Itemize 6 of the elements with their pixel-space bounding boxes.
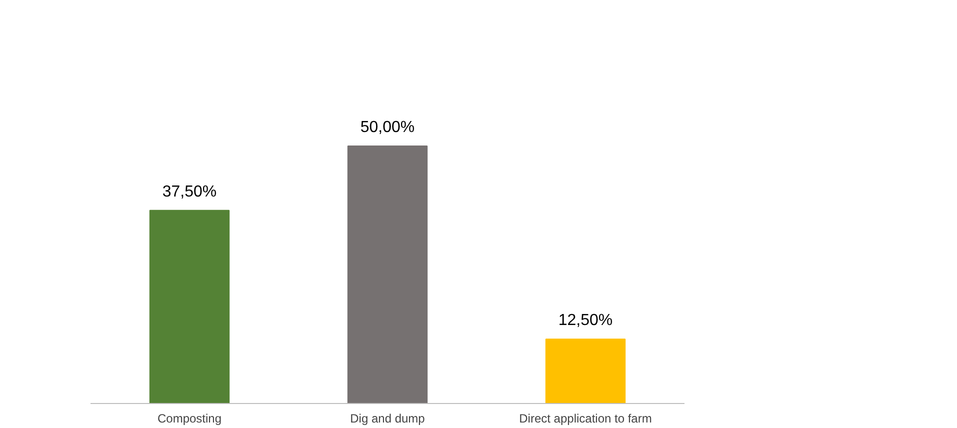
x-tick-label: Composting — [157, 412, 222, 426]
data-label: 50,00% — [360, 119, 415, 136]
x-tick-label: Dig and dump — [350, 412, 426, 426]
data-label: 37,50% — [162, 183, 217, 200]
x-tick-label: Direct application to farm — [519, 412, 652, 426]
data-label: 12,50% — [558, 312, 613, 330]
